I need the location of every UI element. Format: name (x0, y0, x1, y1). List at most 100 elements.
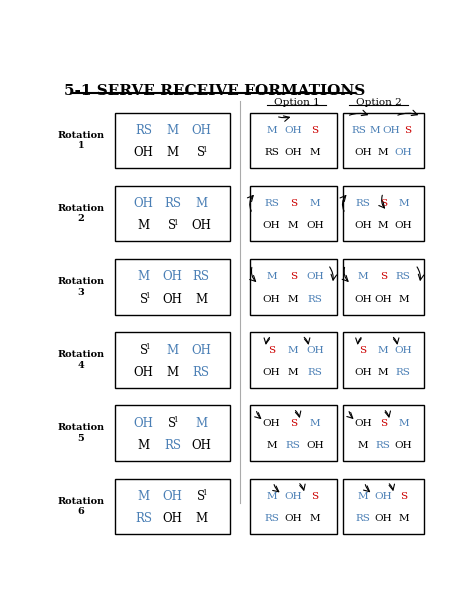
Text: M: M (266, 441, 277, 450)
Text: OH: OH (263, 221, 281, 230)
Text: M: M (378, 221, 389, 230)
Text: M: M (288, 346, 299, 354)
Text: M: M (398, 199, 409, 208)
Text: OH: OH (284, 492, 302, 501)
Text: OH: OH (134, 366, 154, 379)
Text: S: S (290, 199, 297, 208)
Text: OH: OH (354, 148, 372, 158)
Text: RS: RS (264, 514, 279, 523)
Text: OH: OH (263, 295, 281, 303)
Text: S: S (380, 272, 387, 281)
Text: 1: 1 (202, 489, 207, 497)
Bar (250, 113, 337, 169)
Text: RS: RS (308, 295, 322, 303)
Text: S: S (268, 346, 275, 354)
Text: Option 2: Option 2 (356, 98, 401, 107)
Text: Rotation
2: Rotation 2 (57, 204, 104, 223)
Text: RS: RS (192, 366, 210, 379)
Text: Rotation
1: Rotation 1 (57, 131, 104, 150)
Text: M: M (288, 221, 299, 230)
Text: 5-1 SERVE RECEIVE FORMATIONS: 5-1 SERVE RECEIVE FORMATIONS (64, 83, 365, 97)
Text: M: M (358, 441, 368, 450)
Text: S: S (290, 419, 297, 428)
Text: RS: RS (264, 199, 279, 208)
Text: OH: OH (284, 148, 302, 158)
Text: M: M (137, 219, 150, 232)
Bar (115, 186, 230, 242)
Bar (115, 259, 230, 314)
Text: RS: RS (356, 514, 371, 523)
Text: RS: RS (352, 126, 366, 135)
Text: OH: OH (374, 295, 392, 303)
Text: OH: OH (191, 439, 211, 452)
Bar (115, 405, 230, 461)
Bar (250, 259, 337, 314)
Bar (115, 332, 230, 387)
Text: RS: RS (135, 124, 152, 137)
Text: OH: OH (163, 270, 182, 283)
Text: S: S (140, 292, 148, 305)
Bar (250, 332, 337, 387)
Text: RS: RS (164, 197, 181, 210)
Text: OH: OH (163, 490, 182, 503)
Text: M: M (195, 197, 207, 210)
Text: OH: OH (354, 419, 372, 428)
Text: OH: OH (306, 221, 324, 230)
Text: M: M (378, 368, 389, 377)
Text: OH: OH (374, 514, 392, 523)
Text: OH: OH (163, 292, 182, 305)
Text: OH: OH (354, 368, 372, 377)
Text: M: M (266, 272, 277, 281)
Text: M: M (195, 512, 207, 525)
Text: 1: 1 (202, 146, 207, 154)
Text: OH: OH (354, 221, 372, 230)
Text: RS: RS (264, 148, 279, 158)
Text: M: M (310, 514, 320, 523)
Text: Option 1: Option 1 (273, 98, 319, 107)
Text: M: M (310, 419, 320, 428)
Bar (343, 405, 423, 461)
Text: M: M (137, 490, 150, 503)
Text: OH: OH (394, 346, 412, 354)
Text: S: S (380, 199, 387, 208)
Text: OH: OH (163, 512, 182, 525)
Text: M: M (166, 147, 179, 159)
Text: S: S (290, 272, 297, 281)
Text: M: M (288, 368, 299, 377)
Bar (343, 113, 423, 169)
Text: RS: RS (164, 439, 181, 452)
Bar (250, 405, 337, 461)
Text: Rotation
5: Rotation 5 (57, 424, 104, 443)
Text: S: S (380, 419, 387, 428)
Text: OH: OH (263, 419, 281, 428)
Text: 1: 1 (173, 219, 178, 227)
Bar (115, 113, 230, 169)
Text: S: S (311, 126, 319, 135)
Text: M: M (195, 417, 207, 430)
Text: M: M (288, 295, 299, 303)
Bar (250, 479, 337, 534)
Text: OH: OH (134, 417, 154, 430)
Text: RS: RS (286, 441, 301, 450)
Text: M: M (166, 343, 179, 357)
Bar (343, 479, 423, 534)
Text: OH: OH (394, 148, 412, 158)
Text: Rotation
3: Rotation 3 (57, 277, 104, 297)
Text: Rotation
6: Rotation 6 (57, 497, 104, 516)
Text: OH: OH (284, 514, 302, 523)
Text: M: M (166, 124, 179, 137)
Text: OH: OH (306, 272, 324, 281)
Text: S: S (197, 490, 205, 503)
Text: RS: RS (192, 270, 210, 283)
Text: S: S (359, 346, 366, 354)
Text: OH: OH (394, 441, 412, 450)
Text: M: M (358, 272, 368, 281)
Text: OH: OH (306, 346, 324, 354)
Text: S: S (168, 417, 176, 430)
Text: RS: RS (396, 368, 411, 377)
Text: M: M (310, 199, 320, 208)
Text: M: M (195, 292, 207, 305)
Text: OH: OH (354, 295, 372, 303)
Text: Rotation
4: Rotation 4 (57, 350, 104, 370)
Text: OH: OH (306, 441, 324, 450)
